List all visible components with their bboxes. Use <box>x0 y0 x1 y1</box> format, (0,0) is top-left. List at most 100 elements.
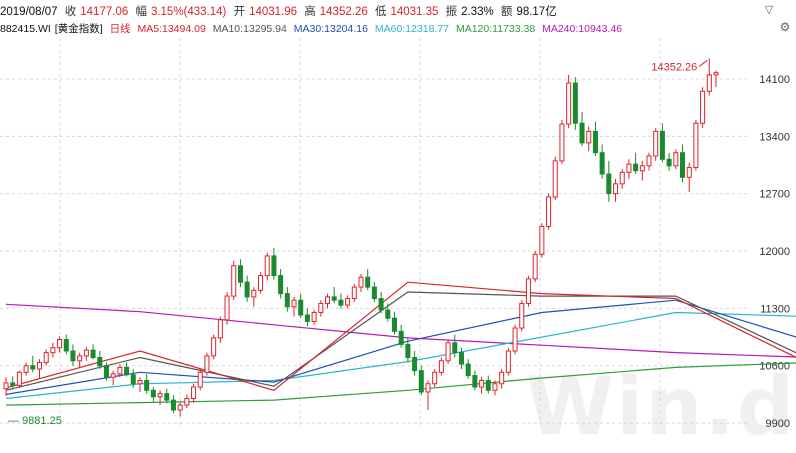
candlestick-chart[interactable]: 14100 13400 12700 12000 11300 10600 9900 14352.… <box>0 38 796 442</box>
candle-body <box>519 302 525 329</box>
candle-body <box>177 404 183 411</box>
candle-body <box>244 281 250 298</box>
candle-body <box>686 166 692 178</box>
ma10-line <box>5 291 796 391</box>
candle-body <box>90 349 96 359</box>
ma5-legend: MA5:13494.09 <box>137 23 206 35</box>
candle-body <box>452 342 458 354</box>
ma60-line <box>5 311 796 400</box>
candle-body <box>385 309 391 319</box>
candle-body <box>304 314 310 322</box>
close-label: 收 <box>64 6 77 18</box>
indicator-legend: 882415.WI [黄金指数] 日线 MA5:13494.09 MA10:132… <box>0 21 626 37</box>
ma120-line <box>5 362 796 406</box>
candle-body <box>425 383 431 393</box>
dropdown-icon[interactable]: ▽ <box>764 4 774 16</box>
quote-header: 2019/08/07 收 14177.06 幅 3.15%(433.14) 开 140… <box>0 3 561 19</box>
candle-body <box>170 399 176 411</box>
candle-body <box>30 365 36 370</box>
y-tick-label: 14100 <box>759 74 790 86</box>
candle-body <box>77 355 83 362</box>
low-label: 低 <box>374 6 387 18</box>
open-value: 14031.96 <box>249 6 298 18</box>
y-tick-label: 9900 <box>766 418 790 430</box>
candle-body <box>251 289 257 298</box>
candle-body <box>559 123 565 162</box>
y-tick-label: 10600 <box>759 361 790 373</box>
candle-body <box>184 398 190 406</box>
candle-body <box>633 163 639 172</box>
candle-body <box>97 357 103 367</box>
quote-date: 2019/08/07 <box>0 6 58 18</box>
candle-body <box>124 366 130 376</box>
amplitude-value: 2.33% <box>461 6 494 18</box>
period-label[interactable]: 日线 <box>109 23 131 35</box>
candle-body <box>197 371 203 388</box>
change-label: 幅 <box>135 6 147 18</box>
candle-body <box>639 165 645 172</box>
candle-body <box>70 350 76 362</box>
candle-body <box>157 393 163 398</box>
candle-body <box>592 130 598 154</box>
candle-body <box>706 74 712 92</box>
candle-body <box>271 255 277 277</box>
candle-body <box>412 357 418 372</box>
candle-body <box>646 155 652 167</box>
candle-body <box>345 298 351 306</box>
candle-body <box>458 352 464 365</box>
candle-body <box>492 383 498 391</box>
settings-icon[interactable]: ⚙ <box>779 20 791 34</box>
candle-body <box>325 296 331 304</box>
ma120-legend: MA120:11733.38 <box>455 23 536 35</box>
close-value: 14177.06 <box>80 6 129 18</box>
candle-body <box>264 255 270 277</box>
candle-body <box>3 382 9 390</box>
candle-body <box>110 373 116 378</box>
max-label: 14352.26 <box>651 61 697 73</box>
candle-body <box>211 337 217 357</box>
y-tick-label: 11300 <box>760 303 790 315</box>
candle-body <box>653 130 659 157</box>
y-tick-label: 13400 <box>759 131 790 143</box>
candle-body <box>36 361 43 370</box>
ma30-legend: MA30:13204.16 <box>293 23 368 35</box>
candle-body <box>418 370 424 393</box>
candle-body <box>358 276 364 288</box>
candle-body <box>103 365 109 378</box>
open-label: 开 <box>233 6 246 18</box>
candle-body <box>700 90 706 124</box>
candle-body <box>485 379 491 391</box>
candle-body <box>606 173 612 195</box>
candle-body <box>378 298 384 311</box>
candle-body <box>539 225 545 255</box>
candle-body <box>204 355 210 373</box>
candle-body <box>191 386 197 400</box>
candle-body <box>525 278 531 304</box>
candle-body <box>16 371 22 386</box>
candle-body <box>365 276 371 288</box>
candle-body <box>50 347 56 354</box>
amount-label: 额 <box>500 6 513 18</box>
candle-body <box>472 375 478 388</box>
candle-body <box>713 72 719 76</box>
candle-body <box>137 379 143 385</box>
high-label: 高 <box>304 6 316 18</box>
candle-body <box>626 163 632 173</box>
candle-body <box>586 130 592 144</box>
candle-body <box>278 275 284 295</box>
candle-body <box>23 365 29 373</box>
candle-body <box>83 349 89 357</box>
ma60-legend: MA60:12318.77 <box>374 23 450 35</box>
candle-body <box>150 389 156 398</box>
candle-body <box>579 122 585 144</box>
candle-body <box>291 299 297 308</box>
ma30-line <box>5 299 796 395</box>
candle-body <box>405 343 411 359</box>
candle-body <box>237 265 243 283</box>
candle-body <box>479 379 485 388</box>
candle-body <box>63 339 69 352</box>
candle-body <box>666 158 672 167</box>
candle-body <box>512 327 518 352</box>
candle-body <box>619 171 625 185</box>
candle-body <box>505 350 511 373</box>
